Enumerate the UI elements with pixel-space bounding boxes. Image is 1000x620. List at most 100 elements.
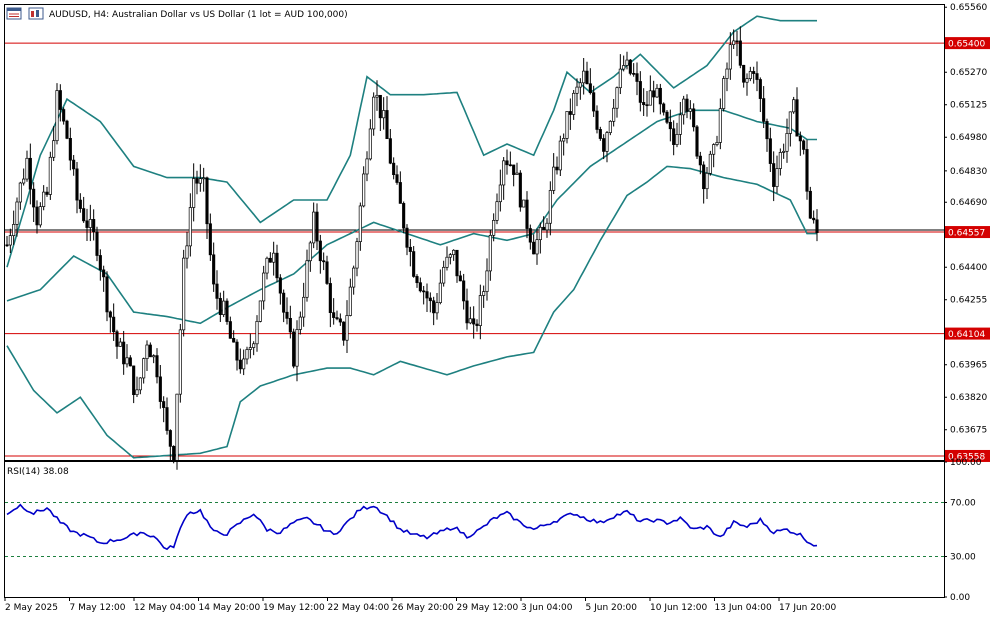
- candle: [618, 54, 622, 95]
- candle: [318, 234, 322, 274]
- time-tick-label: 3 Jun 04:00: [521, 603, 573, 613]
- candle: [585, 61, 589, 85]
- time-tick-label: 5 Jun 20:00: [586, 603, 638, 613]
- candle: [278, 274, 282, 305]
- candle: [678, 102, 682, 145]
- candle: [405, 224, 409, 256]
- candle: [725, 62, 729, 92]
- candle: [148, 342, 152, 358]
- candle: [768, 127, 772, 172]
- candle: [625, 51, 629, 70]
- price-tag-upper-resistance: [945, 37, 990, 50]
- candle: [635, 62, 639, 96]
- candle: [588, 68, 592, 95]
- chart-type-icon: [28, 7, 44, 20]
- candle: [778, 148, 782, 176]
- candle: [162, 396, 166, 423]
- bollinger-bands: [6, 15, 817, 459]
- candle: [502, 157, 506, 200]
- candle: [672, 120, 676, 156]
- candle: [528, 224, 532, 250]
- candle: [642, 88, 646, 117]
- time-tick-label: 7 May 12:00: [70, 603, 126, 613]
- time-tick-label: 19 May 12:00: [263, 603, 325, 613]
- candle: [465, 288, 469, 330]
- candle: [615, 86, 619, 118]
- candle: [315, 203, 319, 250]
- candle: [268, 252, 272, 263]
- candle: [308, 240, 312, 272]
- candle: [32, 182, 36, 223]
- candle: [328, 277, 332, 328]
- candle: [122, 330, 126, 375]
- price-tick-label: 0.64830: [950, 167, 987, 177]
- candle: [708, 150, 712, 176]
- candle: [682, 95, 686, 125]
- candle: [195, 170, 199, 195]
- candle: [238, 348, 242, 374]
- time-tick-label: 14 May 20:00: [199, 603, 261, 613]
- candle: [225, 298, 229, 325]
- candle: [158, 365, 162, 409]
- candle: [698, 151, 702, 175]
- candle: [462, 273, 466, 310]
- candle: [135, 376, 139, 397]
- candle: [508, 151, 512, 167]
- candle: [498, 169, 502, 212]
- candle: [232, 330, 236, 343]
- candle: [788, 111, 792, 147]
- candle: [692, 103, 696, 132]
- candle: [385, 96, 389, 140]
- candle: [605, 130, 609, 163]
- candle: [648, 75, 652, 106]
- candle: [62, 107, 66, 125]
- candle: [582, 58, 586, 95]
- candle: [65, 119, 69, 140]
- price-tick-label: 0.63965: [950, 361, 987, 371]
- price-tag-current-price: [945, 226, 990, 239]
- price-tag-label: 0.65400: [948, 40, 985, 50]
- candle: [525, 191, 529, 239]
- candle: [715, 135, 719, 147]
- candle: [392, 157, 396, 180]
- price-tick-label: 0.64255: [950, 296, 987, 306]
- candle: [5, 236, 9, 247]
- candle: [792, 96, 796, 114]
- candle: [118, 337, 122, 347]
- candle: [538, 222, 542, 254]
- candle: [102, 265, 106, 292]
- candle: [762, 86, 766, 129]
- candle: [352, 265, 356, 295]
- price-tag-label: 0.64104: [948, 330, 985, 340]
- candle: [305, 249, 309, 302]
- price-tick-label: 0.64400: [950, 263, 987, 273]
- candle: [98, 249, 102, 281]
- candle: [448, 253, 452, 265]
- candle: [375, 80, 379, 111]
- candle: [425, 283, 429, 312]
- price-tick-label: 0.65125: [950, 101, 987, 111]
- candle: [172, 445, 176, 464]
- candle: [258, 300, 262, 323]
- candle: [592, 85, 596, 117]
- candle: [208, 213, 212, 261]
- candle: [198, 164, 202, 192]
- candle: [798, 131, 802, 156]
- candle: [722, 75, 726, 112]
- candle: [25, 150, 29, 182]
- candle: [22, 168, 26, 186]
- candle: [12, 210, 16, 245]
- candle: [152, 354, 156, 364]
- candle: [572, 90, 576, 120]
- indicator-pane-frame: [4, 461, 945, 598]
- candle: [782, 143, 786, 159]
- rsi-tick-label: 30.00: [950, 553, 976, 563]
- price-tick-label: 0.63820: [950, 393, 987, 403]
- candle: [458, 270, 462, 282]
- candle: [578, 78, 582, 100]
- candle: [178, 323, 182, 403]
- price-tag-lower-support: [945, 449, 990, 462]
- candle: [432, 296, 436, 326]
